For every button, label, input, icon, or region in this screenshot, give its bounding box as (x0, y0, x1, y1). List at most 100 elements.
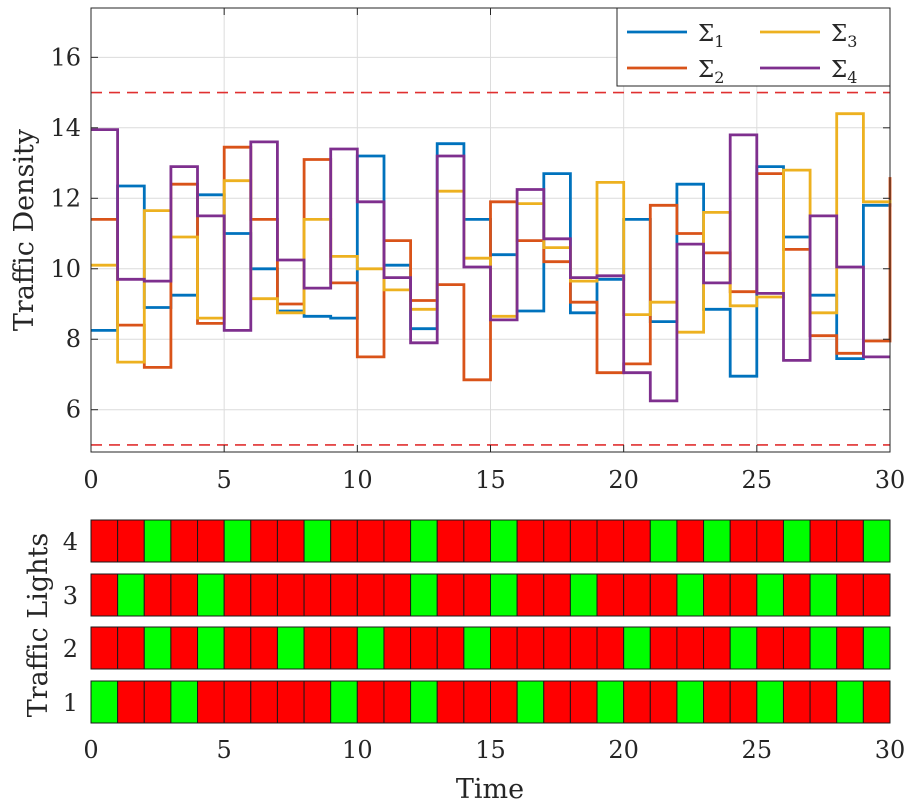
light-cell (596, 519, 625, 563)
light-cell (836, 680, 864, 724)
light-cell (729, 626, 758, 670)
light-cell (676, 573, 705, 617)
light-cell (143, 680, 172, 724)
light-cell (676, 626, 705, 670)
light-cell (117, 573, 145, 617)
light-cell (649, 626, 678, 670)
light-cell (516, 680, 545, 724)
light-cell (703, 573, 731, 617)
light-cell (197, 519, 225, 563)
light-cell (410, 519, 438, 563)
light-cell (569, 519, 598, 563)
light-cell (782, 680, 811, 724)
light-cell (729, 519, 758, 563)
light-cell (729, 680, 758, 724)
lights-panel: 4 3 2 10 5 10 15 20 25 30 Traffic Lights Time (23, 519, 906, 805)
light-cell (356, 573, 385, 617)
light-cell (756, 519, 784, 563)
light-cell (543, 573, 571, 617)
light-cell (170, 626, 199, 670)
x-tick-label: 25 (742, 466, 773, 494)
x-tick-label: 10 (342, 466, 373, 494)
light-cell (117, 519, 145, 563)
light-cell (676, 680, 705, 724)
light-cell (703, 519, 731, 563)
light-cell (596, 626, 625, 670)
light-cell (330, 626, 358, 670)
light-cell (276, 680, 305, 724)
light-cell (223, 680, 252, 724)
y-tick-label: 12 (50, 184, 81, 212)
light-cell (383, 626, 412, 670)
light-cell (197, 573, 225, 617)
light-cell (782, 573, 811, 617)
light-cell (383, 573, 412, 617)
light-cell (410, 626, 438, 670)
light-cell (569, 626, 598, 670)
legend-label-2: Σ2 (698, 57, 724, 87)
light-cell (356, 626, 385, 670)
light-cell (223, 626, 252, 670)
light-cell (596, 680, 625, 724)
light-cell (782, 519, 811, 563)
light-cell (303, 573, 332, 617)
light-row-label: 3 (63, 582, 78, 610)
light-cell (569, 680, 598, 724)
light-cell (809, 573, 838, 617)
light-cell (862, 626, 891, 670)
light-cell (436, 519, 465, 563)
y-tick-label: 10 (50, 255, 81, 283)
light-cell (463, 519, 492, 563)
light-cell (250, 519, 278, 563)
light-cell (623, 680, 651, 724)
light-cell (623, 519, 651, 563)
light-cell (623, 573, 651, 617)
density-series (91, 112, 892, 403)
light-cell (276, 573, 305, 617)
light-cell (756, 626, 784, 670)
light-cell (170, 573, 199, 617)
legend-box (616, 7, 891, 87)
light-cell (809, 626, 838, 670)
light-cell (143, 573, 172, 617)
light-cell (410, 680, 438, 724)
light-cell (490, 519, 518, 563)
y-tick-label: 16 (50, 43, 81, 71)
light-cell (516, 626, 545, 670)
light-cell (836, 519, 864, 563)
x-tick-label: 30 (875, 466, 906, 494)
light-cell (223, 573, 252, 617)
lights-x-tick-label: 20 (608, 736, 639, 764)
light-cell (516, 573, 545, 617)
x-tick-label: 15 (475, 466, 506, 494)
light-cell (90, 573, 119, 617)
light-cell (410, 573, 438, 617)
density-panel: 0 5 10 15 20 25 30 6 8 10 12 14 16 Traffic Density Σ… (9, 7, 906, 494)
light-cell (463, 626, 492, 670)
density-reference-lines (91, 91, 890, 446)
lights-x-tick-label: 10 (342, 736, 373, 764)
light-cell (809, 519, 838, 563)
light-cell (490, 680, 518, 724)
light-cell (782, 626, 811, 670)
light-cell (197, 626, 225, 670)
y-tick-label: 14 (50, 114, 81, 142)
lights-ticks: 4 3 2 10 5 10 15 20 25 30 (63, 528, 906, 764)
light-row-label: 2 (63, 635, 78, 663)
light-cell (676, 519, 705, 563)
light-cell (436, 573, 465, 617)
light-cell (383, 680, 412, 724)
light-cell (649, 573, 678, 617)
x-tick-label: 0 (83, 466, 98, 494)
light-cell (543, 680, 571, 724)
light-cell (303, 680, 332, 724)
light-cell (303, 626, 332, 670)
light-cell (250, 680, 278, 724)
light-cell (170, 519, 199, 563)
light-cell (649, 680, 678, 724)
light-cell (756, 680, 784, 724)
light-row-label: 4 (63, 528, 78, 556)
light-cell (90, 680, 119, 724)
